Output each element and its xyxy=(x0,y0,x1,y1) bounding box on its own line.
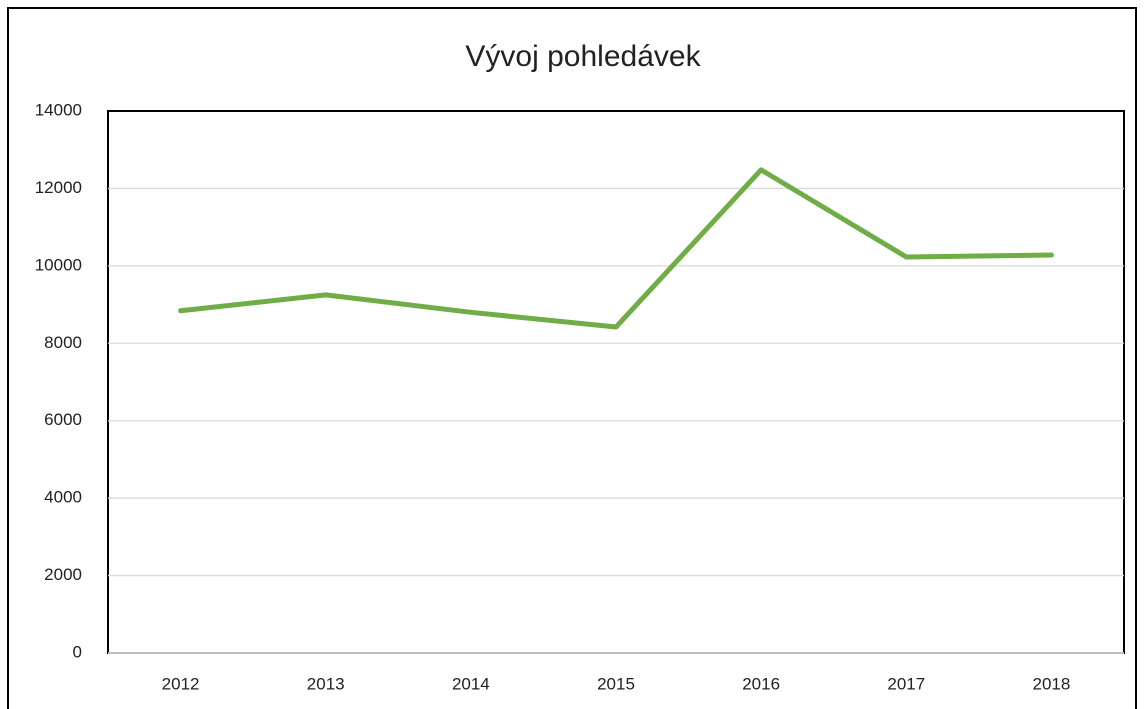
y-tick-label: 12000 xyxy=(35,178,82,197)
x-tick-label: 2017 xyxy=(887,674,925,693)
x-tick-label: 2018 xyxy=(1033,674,1071,693)
x-tick-label: 2015 xyxy=(597,674,635,693)
y-tick-label: 10000 xyxy=(35,255,82,274)
x-tick-label: 2012 xyxy=(162,674,200,693)
x-tick-label: 2014 xyxy=(452,674,490,693)
y-tick-label: 14000 xyxy=(35,100,82,119)
x-tick-label: 2013 xyxy=(307,674,345,693)
y-tick-label: 8000 xyxy=(44,333,82,352)
y-tick-label: 2000 xyxy=(44,565,82,584)
line-series xyxy=(178,167,1054,330)
y-tick-label: 0 xyxy=(73,642,82,661)
x-tick-label: 2016 xyxy=(742,674,780,693)
y-tick-label: 4000 xyxy=(44,488,82,507)
chart-title: Vývoj pohledávek xyxy=(465,40,701,73)
chart-frame xyxy=(7,7,1137,709)
y-tick-label: 6000 xyxy=(44,410,82,429)
